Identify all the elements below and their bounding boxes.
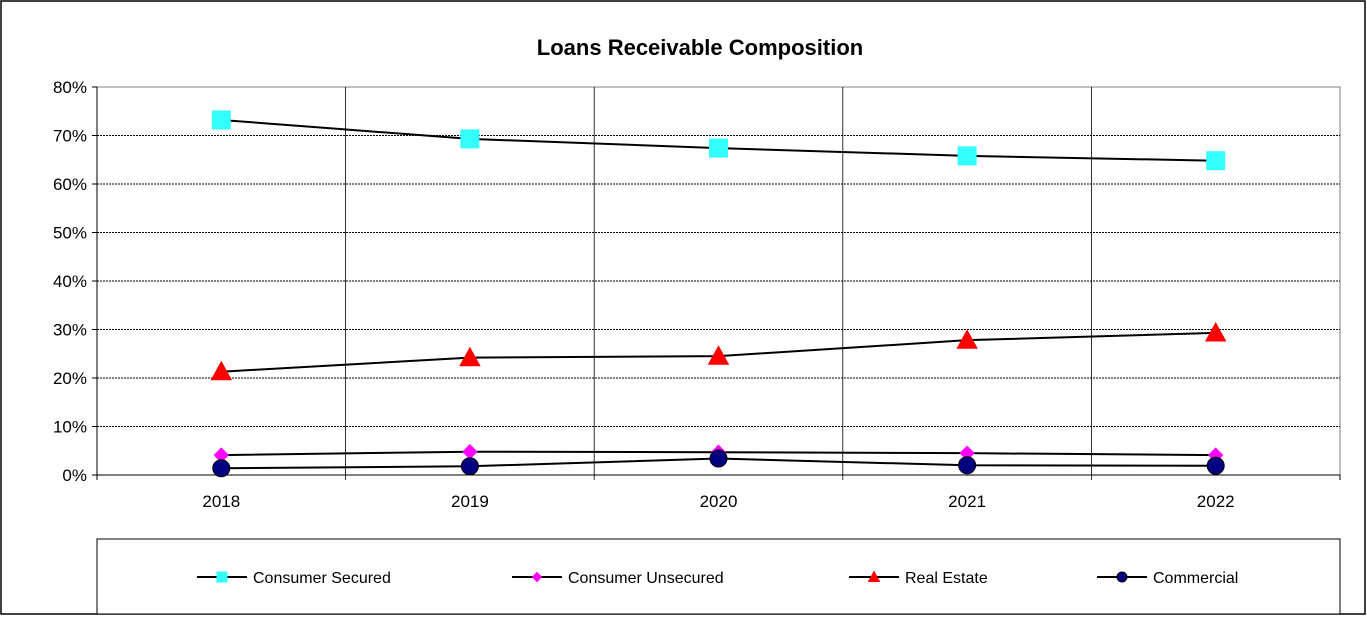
data-point [709,449,728,468]
x-tick-label: 2020 [700,492,738,511]
data-point [1204,321,1227,342]
y-tick-label: 0% [62,466,87,485]
y-tick-label: 30% [53,321,87,340]
legend: Consumer Secured Consumer Unsecured Real E… [197,570,1238,587]
y-tick-label: 50% [53,224,87,243]
data-point [707,345,730,365]
data-point [460,457,479,476]
y-tick-label: 20% [53,369,87,388]
x-tick-label: 2018 [202,492,240,511]
legend-label: Real Estate [905,570,988,587]
gridlines [96,87,1341,480]
legend-marker [1116,571,1128,583]
data-point [1206,151,1226,171]
data-point [958,456,977,475]
y-tick-label: 10% [53,418,87,437]
x-tick-label: 2022 [1197,492,1235,511]
data-point [210,360,233,381]
y-tick-label: 40% [53,272,87,291]
x-axis-ticks: 2018 2019 2020 2021 2022 [202,492,1234,511]
data-point [1206,456,1225,475]
legend-label: Consumer Secured [253,570,391,587]
legend-label: Commercial [1153,570,1238,587]
legend-marker [867,570,881,582]
legend-marker [216,571,228,583]
data-point [459,346,481,367]
chart-title: Loans Receivable Composition [537,35,863,60]
x-tick-label: 2019 [451,492,489,511]
data-point [460,129,480,149]
legend-marker [531,571,543,583]
data-point [956,329,978,349]
x-tick-label: 2021 [948,492,986,511]
y-axis-ticks: 0% 10% 20% 30% 40% 50% 60% 70% 80% [53,78,97,485]
data-point [212,459,231,478]
y-tick-label: 70% [53,127,87,146]
series-group [210,110,1227,478]
data-point [957,146,977,166]
y-tick-label: 80% [53,78,87,97]
data-point [709,138,728,158]
y-tick-label: 60% [53,175,87,194]
legend-label: Consumer Unsecured [568,570,724,587]
data-point [211,110,231,130]
